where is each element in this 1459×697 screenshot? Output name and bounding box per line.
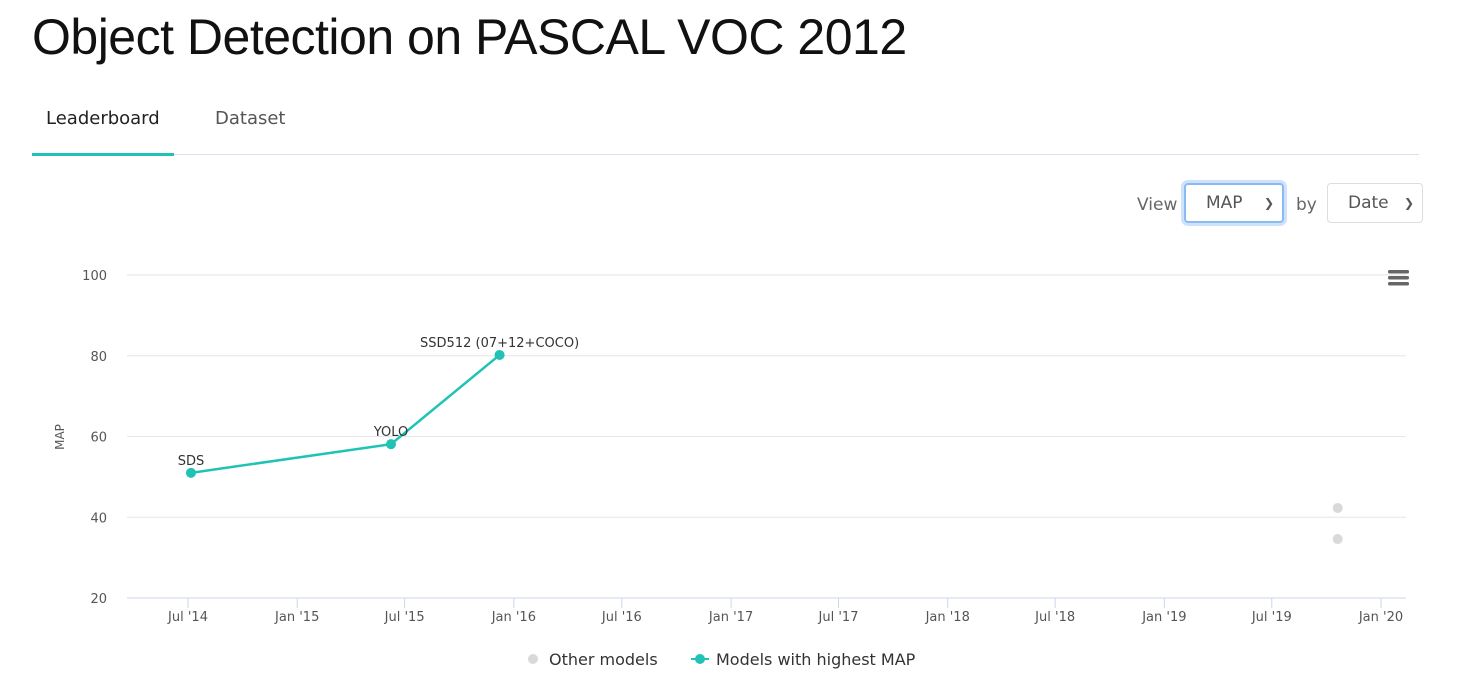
x-tick-label: Jul '19	[1251, 610, 1292, 625]
data-label: YOLO	[373, 425, 408, 440]
x-tick-label: Jul '17	[818, 610, 859, 625]
tab-leaderboard[interactable]: Leaderboard	[32, 108, 174, 156]
legend: Other models Models with highest MAP	[528, 650, 916, 669]
x-tick-label: Jan '15	[274, 610, 319, 625]
x-tick-label: Jan '18	[925, 610, 970, 625]
legend-marker-best	[695, 654, 705, 664]
chevron-down-icon: ❯	[1263, 196, 1274, 210]
by-select[interactable]: Date ❯	[1327, 183, 1423, 223]
best-model-point	[185, 467, 196, 478]
tab-bar: Leaderboard Dataset	[32, 100, 1419, 156]
y-tick-label: 20	[90, 592, 107, 607]
data-label: SDS	[178, 454, 205, 469]
chart-menu-icon[interactable]	[1388, 270, 1409, 286]
series-line	[190, 353, 501, 475]
other-model-point	[1332, 502, 1343, 513]
legend-item-other[interactable]: Other models	[528, 650, 658, 669]
x-tick-label: Jan '19	[1141, 610, 1186, 625]
chevron-down-icon: ❯	[1403, 196, 1414, 210]
view-select-value: MAP	[1206, 193, 1243, 213]
legend-marker-other	[528, 654, 538, 664]
legend-label-best: Models with highest MAP	[716, 650, 916, 669]
best-model-point	[494, 349, 505, 360]
x-tick-label: Jul '14	[167, 610, 208, 625]
x-tick-label: Jan '17	[708, 610, 753, 625]
x-tick-label: Jul '18	[1034, 610, 1075, 625]
legend-label-other: Other models	[549, 650, 658, 669]
y-tick-label: 80	[90, 350, 107, 365]
x-tick-label: Jan '20	[1358, 610, 1403, 625]
y-tick-label: 60	[90, 431, 107, 446]
x-tick-label: Jan '16	[491, 610, 536, 625]
x-tick-label: Jul '15	[384, 610, 425, 625]
view-label: View	[1137, 195, 1178, 215]
page-title: Object Detection on PASCAL VOC 2012	[32, 9, 907, 65]
by-label: by	[1296, 195, 1317, 215]
by-select-value: Date	[1348, 193, 1389, 213]
x-tick-label: Jul '16	[601, 610, 642, 625]
other-model-point	[1332, 534, 1343, 545]
best-model-point	[385, 439, 396, 450]
data-label: SSD512 (07+12+COCO)	[420, 336, 579, 351]
legend-item-best[interactable]: Models with highest MAP	[691, 650, 916, 669]
y-axis-label: MAP	[53, 424, 67, 450]
tab-dataset[interactable]: Dataset	[215, 108, 286, 129]
view-select[interactable]: MAP ❯	[1184, 183, 1284, 223]
y-tick-label: 100	[82, 269, 107, 284]
y-tick-label: 40	[90, 511, 107, 526]
